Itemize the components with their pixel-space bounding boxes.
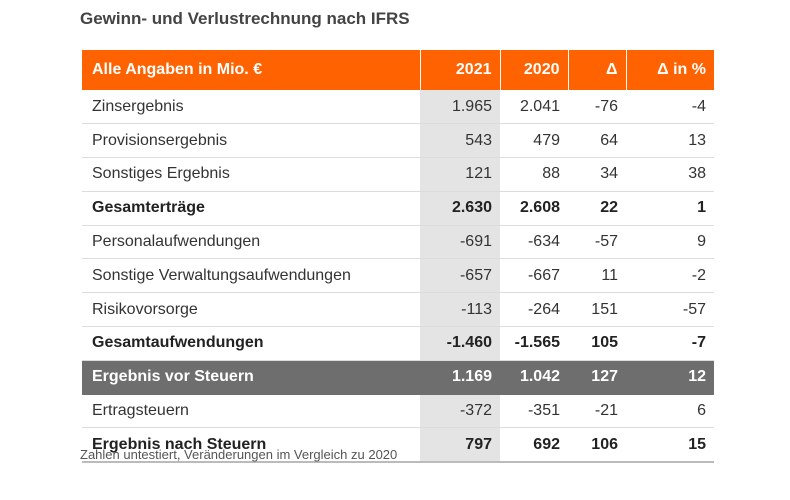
cell-2021: -1.460	[420, 326, 500, 361]
cell-2020: -351	[527, 402, 560, 420]
header-2020: 2020	[500, 50, 569, 90]
table-row: Zinsergebnis 1.965 2.041 -76 -4	[82, 90, 714, 124]
cell-2020: 1.042	[500, 360, 568, 395]
cell-2021: -657	[420, 258, 500, 293]
page-title: Gewinn- und Verlustrechnung nach IFRS	[80, 9, 410, 28]
table-row: Ertragsteuern -372 -351 -21 6	[82, 394, 714, 428]
cell-delta-percent: 6	[697, 402, 706, 420]
table-row: Risikovorsorge -113 -264 151 -57	[82, 292, 714, 327]
row-label: Ergebnis nach Steuern	[92, 435, 267, 453]
cell-delta-percent: -2	[691, 266, 706, 284]
cell-delta: 11	[601, 266, 618, 284]
cell-2020: 2.041	[519, 97, 560, 115]
cell-delta-percent: -7	[691, 334, 706, 352]
cell-delta: -57	[594, 233, 618, 251]
row-label: Risikovorsorge	[92, 300, 198, 318]
cell-delta: 22	[600, 199, 618, 217]
cell-2020: 88	[542, 165, 560, 183]
cell-2021: 543	[420, 123, 500, 158]
cell-2021: 121	[420, 157, 500, 192]
cell-2020: 479	[533, 131, 560, 149]
row-label: Ertragsteuern	[92, 402, 189, 420]
table-row: Sonstiges Ergebnis 121 88 34 38	[82, 157, 714, 192]
cell-delta: 34	[600, 165, 618, 183]
cell-2020: -667	[527, 266, 560, 284]
row-label: Provisionsergebnis	[92, 131, 228, 149]
row-label: Sonstiges Ergebnis	[92, 165, 230, 183]
cell-2020: -1.565	[514, 334, 560, 352]
header-delta-percent: Δ in %	[657, 61, 706, 78]
table-row: Gesamtaufwendungen -1.460 -1.565 105 -7	[82, 326, 714, 361]
cell-delta-percent: 1	[697, 199, 706, 217]
income-statement-table: Alle Angaben in Mio. € 2021 2020 Δ Δ in …	[82, 50, 714, 463]
table-header-row: Alle Angaben in Mio. € 2021 2020 Δ Δ in …	[82, 50, 714, 90]
cell-delta: 64	[600, 131, 618, 149]
cell-delta-percent: 15	[688, 435, 706, 453]
cell-delta-percent: -57	[682, 300, 706, 318]
cell-delta: 127	[568, 360, 626, 395]
cell-delta-percent: -4	[691, 97, 706, 115]
cell-delta-percent: 9	[697, 233, 706, 251]
footnote: Zahlen untestiert, Veränderungen im Verg…	[80, 447, 398, 462]
cell-delta-percent: 12	[626, 360, 714, 395]
cell-2021: -691	[420, 225, 500, 259]
row-label: Zinsergebnis	[92, 97, 184, 115]
table-row: Ergebnis nach Steuern 797 692 106 15	[82, 427, 714, 462]
cell-2021: 2.630	[420, 191, 500, 226]
table-row: Gesamterträge 2.630 2.608 22 1	[82, 191, 714, 226]
cell-delta: 151	[591, 300, 618, 318]
cell-2020: -264	[527, 300, 560, 318]
cell-2020: 692	[533, 435, 560, 453]
cell-delta-percent: 38	[688, 165, 706, 183]
cell-delta: -76	[594, 97, 618, 115]
cell-delta-percent: 13	[688, 131, 706, 149]
cell-2020: -634	[527, 233, 560, 251]
header-2021: 2021	[420, 50, 501, 90]
row-label: Gesamtaufwendungen	[92, 334, 264, 352]
row-label: Gesamterträge	[92, 199, 205, 217]
table-row: Provisionsergebnis 543 479 64 13	[82, 123, 714, 158]
cell-2021: 797	[420, 427, 500, 462]
table-row: Ergebnis vor Steuern 1.169 1.042 127 12	[82, 360, 714, 395]
header-label-column: Alle Angaben in Mio. €	[82, 50, 421, 90]
cell-delta: 106	[591, 435, 618, 453]
cell-2021: -113	[420, 292, 500, 327]
row-label: Ergebnis vor Steuern	[82, 360, 420, 395]
cell-2021: 1.965	[420, 90, 500, 124]
row-label: Sonstige Verwaltungsaufwendungen	[92, 266, 351, 284]
cell-2021: 1.169	[420, 360, 500, 395]
cell-2021: -372	[420, 394, 500, 428]
table-row: Personalaufwendungen -691 -634 -57 9	[82, 225, 714, 259]
cell-delta: -21	[594, 402, 618, 420]
table-row: Sonstige Verwaltungsaufwendungen -657 -667…	[82, 258, 714, 293]
row-label: Personalaufwendungen	[92, 233, 261, 251]
cell-2020: 2.608	[519, 199, 560, 217]
header-delta: Δ	[568, 50, 627, 90]
cell-delta: 105	[591, 334, 618, 352]
